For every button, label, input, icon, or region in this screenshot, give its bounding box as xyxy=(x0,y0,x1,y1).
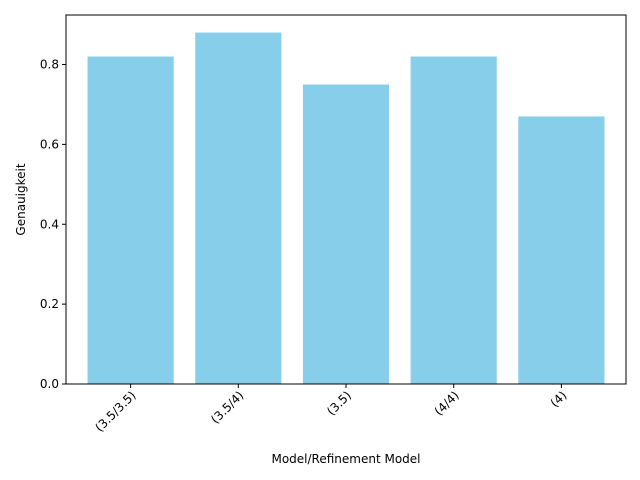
bar-0 xyxy=(87,56,174,384)
x-tick-label-3: (4/4) xyxy=(432,388,462,418)
bar-4 xyxy=(518,116,605,385)
plot-frame xyxy=(65,14,627,385)
y-tick-label-0: 0.0 xyxy=(40,377,59,391)
bar-1 xyxy=(195,32,282,384)
x-tick-label-0: (3.5/3.5) xyxy=(92,388,138,434)
bar-3 xyxy=(410,56,497,384)
y-tick-label-2: 0.4 xyxy=(40,217,59,231)
y-tick-label-1: 0.2 xyxy=(40,297,59,311)
x-tick-label-4: (4) xyxy=(548,388,570,410)
x-tick-label-2: (3.5) xyxy=(324,388,354,418)
y-tick-label-4: 0.8 xyxy=(40,58,59,72)
x-tick-label-1: (3.5/4) xyxy=(208,388,246,426)
y-tick-label-3: 0.6 xyxy=(40,137,59,151)
bar-2 xyxy=(302,84,390,385)
x-axis-ticks: (3.5/3.5) (3.5/4) (3.5) (4/4) (4) xyxy=(92,384,570,435)
x-axis-label: Model/Refinement Model xyxy=(271,452,420,466)
y-axis-label: Genauigkeit xyxy=(14,163,28,235)
bars-group xyxy=(87,32,605,385)
y-axis-ticks: 0.0 0.2 0.4 0.6 0.8 xyxy=(40,58,66,391)
